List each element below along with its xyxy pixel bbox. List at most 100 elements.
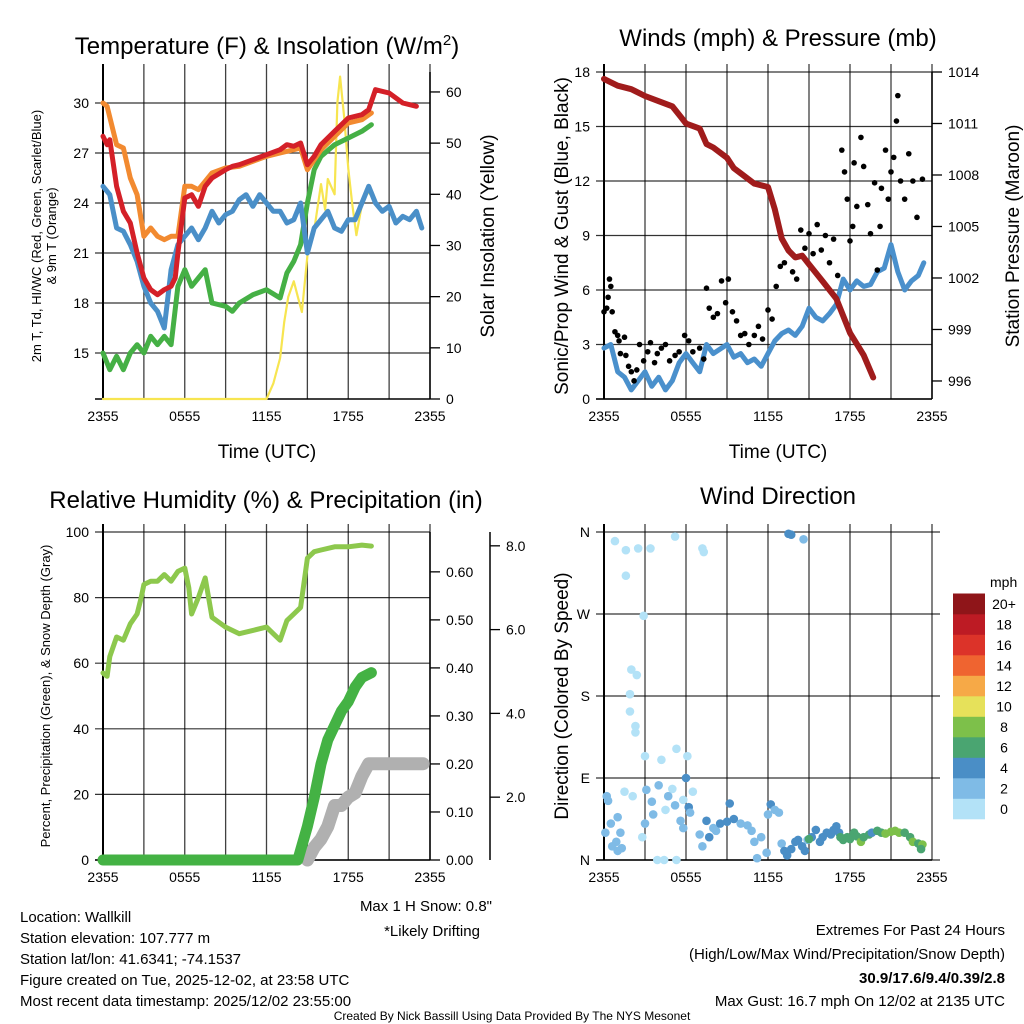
wind-direction-point xyxy=(640,751,650,761)
x-tick-label: 2355 xyxy=(588,408,619,424)
wind-direction-point xyxy=(654,780,663,790)
y-tick-label: 24 xyxy=(73,195,89,211)
gust-point xyxy=(919,176,926,182)
gust-point xyxy=(890,154,897,161)
colorbar-bin xyxy=(953,655,985,676)
winds-ylabel-right: Station Pressure (Maroon) xyxy=(1003,125,1024,348)
gust-point xyxy=(802,245,808,252)
y-tick-label: 100 xyxy=(66,524,90,540)
wind-direction-point xyxy=(670,801,680,810)
gust-point xyxy=(858,134,864,141)
gust-point xyxy=(773,283,779,290)
y-tick-label: 40 xyxy=(73,721,89,737)
wind-direction-point xyxy=(672,855,681,865)
wind-direction-point xyxy=(811,825,821,835)
wind-direction-point xyxy=(756,832,766,842)
wind-direction-point xyxy=(631,728,640,737)
gust-point xyxy=(710,314,717,321)
temperature-ylabel-right: Solar Insolation (Yellow) xyxy=(478,134,499,337)
colorbar-label: 2 xyxy=(1000,780,1008,796)
insolation-tick-label: 60 xyxy=(446,84,462,100)
gust-point xyxy=(606,276,613,282)
gust-point xyxy=(839,147,845,153)
gust-point xyxy=(644,348,651,355)
wind-direction-point xyxy=(685,808,695,817)
wind-direction-point xyxy=(777,839,786,848)
wind-direction-point xyxy=(800,846,810,856)
x-tick-label: 1155 xyxy=(251,869,281,885)
gust-point xyxy=(685,338,692,344)
gust-point xyxy=(867,230,874,237)
gust-point xyxy=(617,350,624,357)
wind-direction-point xyxy=(621,545,631,555)
wind-direction-point xyxy=(747,826,756,836)
colorbar-label: 20+ xyxy=(992,596,1016,612)
temperature-ylabel-1: 2m T, Td, HI/WC (Red, Green, Scarlet/Blu… xyxy=(29,110,44,362)
extremes-heading: Extremes For Past 24 Hours xyxy=(816,922,1005,939)
gust-point xyxy=(888,169,894,175)
gust-point xyxy=(625,363,632,370)
wind-direction-point xyxy=(829,825,838,835)
gust-point xyxy=(789,269,796,275)
wind-direction-point xyxy=(722,817,732,827)
gust-point xyxy=(777,263,784,270)
pressure-tick-label: 1002 xyxy=(948,270,979,286)
gust-point xyxy=(636,341,643,348)
x-tick-label: 2355 xyxy=(916,869,947,885)
snow-tick-label: 6.0 xyxy=(506,622,526,638)
gust-point xyxy=(905,150,912,157)
x-tick-label: 1755 xyxy=(834,869,865,885)
wind-direction-point xyxy=(704,832,714,842)
insolation-tick-label: 20 xyxy=(446,289,462,305)
wind-direction-point xyxy=(616,828,625,837)
gust-point xyxy=(793,276,800,282)
gust-point xyxy=(885,196,892,202)
colorbar-bin xyxy=(953,716,985,738)
max-gust: Max Gust: 16.7 mph On 12/02 at 2135 UTC xyxy=(715,993,1005,1010)
winds-title: Winds (mph) & Pressure (mb) xyxy=(619,25,936,52)
gust-point xyxy=(647,339,654,346)
wind-direction-point xyxy=(688,787,698,796)
colorbar-bin xyxy=(953,593,985,615)
colorbar-label: 16 xyxy=(996,637,1012,653)
wind-direction-point xyxy=(698,842,707,851)
pressure-tick-label: 996 xyxy=(948,373,972,389)
gust-point xyxy=(901,196,908,202)
gust-point xyxy=(672,352,678,359)
wind-direction-point xyxy=(633,544,643,553)
y-tick-label: S xyxy=(581,688,590,704)
wind-direction-point xyxy=(637,832,647,842)
gust-point xyxy=(634,367,640,373)
snow-tick-label: 8.0 xyxy=(506,538,526,554)
x-tick-label: 2355 xyxy=(414,408,445,424)
gust-point xyxy=(864,201,871,208)
wind-direction-point xyxy=(642,785,651,795)
extremes-values: 30.9/17.6/9.4/0.39/2.8 xyxy=(859,970,1005,987)
gust-point xyxy=(729,309,736,315)
gust-point xyxy=(849,223,856,230)
wind-direction-point xyxy=(601,828,610,837)
precip-tick-label: 0.60 xyxy=(446,564,473,580)
colorbar-bin xyxy=(953,696,985,717)
gust-point xyxy=(616,338,622,344)
wind-direction-point xyxy=(628,791,637,801)
insolation-tick-label: 40 xyxy=(446,186,462,202)
gust-point xyxy=(895,92,901,99)
gust-point xyxy=(631,378,637,384)
gust-point xyxy=(614,332,621,339)
precip-tick-label: 0.20 xyxy=(446,756,473,772)
x-tick-label: 1755 xyxy=(834,408,865,424)
gust-point xyxy=(676,348,682,355)
gust-point xyxy=(658,345,665,351)
wind-direction-point xyxy=(639,611,648,621)
colorbar-bin xyxy=(953,634,985,656)
wind-direction-point xyxy=(661,805,670,815)
colorbar-label: 0 xyxy=(1000,801,1008,817)
insolation-tick-label: 0 xyxy=(446,391,454,407)
temperature-title: Temperature (F) & Insolation (W/m2) xyxy=(75,32,459,60)
winds-ylabel: Sonic/Prop Wind & Gust (Blue, Black) xyxy=(552,77,573,395)
y-tick-label: 15 xyxy=(574,119,590,135)
wind-direction-point xyxy=(647,797,657,806)
wind-direction-point xyxy=(627,665,636,674)
colorbar-label: 8 xyxy=(1000,719,1008,735)
